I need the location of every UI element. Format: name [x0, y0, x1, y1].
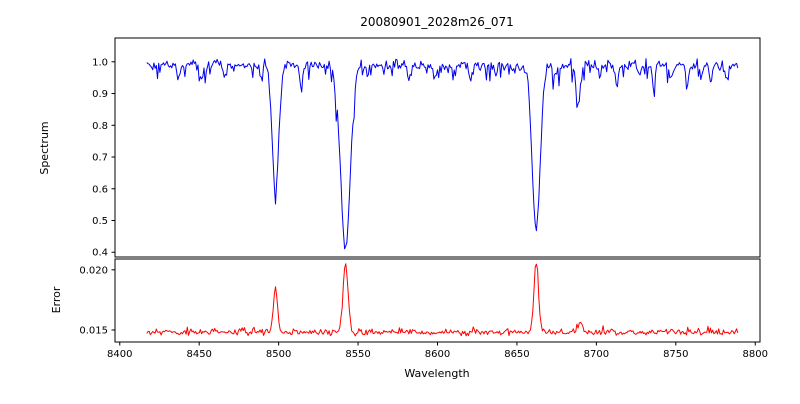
x-tick-label: 8600: [425, 349, 450, 360]
x-tick-label: 8500: [266, 349, 291, 360]
x-tick-label: 8550: [345, 349, 370, 360]
x-tick-label: 8700: [584, 349, 609, 360]
y-tick-label: 0.8: [92, 121, 108, 132]
y-tick-label: 0.5: [92, 216, 108, 227]
x-tick-label: 8750: [663, 349, 688, 360]
x-tick-label: 8650: [504, 349, 529, 360]
y-tick-label: 0.6: [92, 184, 108, 195]
y-tick-label: 0.7: [92, 153, 108, 164]
plot-dynamic-content: 8400 8450 8500 8550 8600 8650 8700 8750 8800 0.4 0…: [79, 37, 768, 360]
x-tick-label: 8450: [186, 349, 211, 360]
y-tick-label: 1.0: [92, 57, 108, 68]
error-line: [146, 263, 739, 337]
spectrum-y-axis-label: Spectrum: [38, 121, 51, 174]
y-tick-label: 0.015: [79, 325, 108, 336]
spectrum-panel-frame: [114, 37, 761, 258]
x-axis-label: Wavelength: [404, 367, 469, 380]
y-tick-label: 0.020: [79, 265, 108, 276]
y-tick-label: 0.9: [92, 89, 108, 100]
y-tick-label: 0.4: [92, 248, 108, 259]
x-tick-label: 8800: [743, 349, 768, 360]
chart-title: 20080901_2028m26_071: [360, 15, 513, 29]
spectrum-line: [146, 58, 739, 250]
error-y-axis-label: Error: [50, 286, 63, 313]
x-tick-label: 8400: [107, 349, 132, 360]
